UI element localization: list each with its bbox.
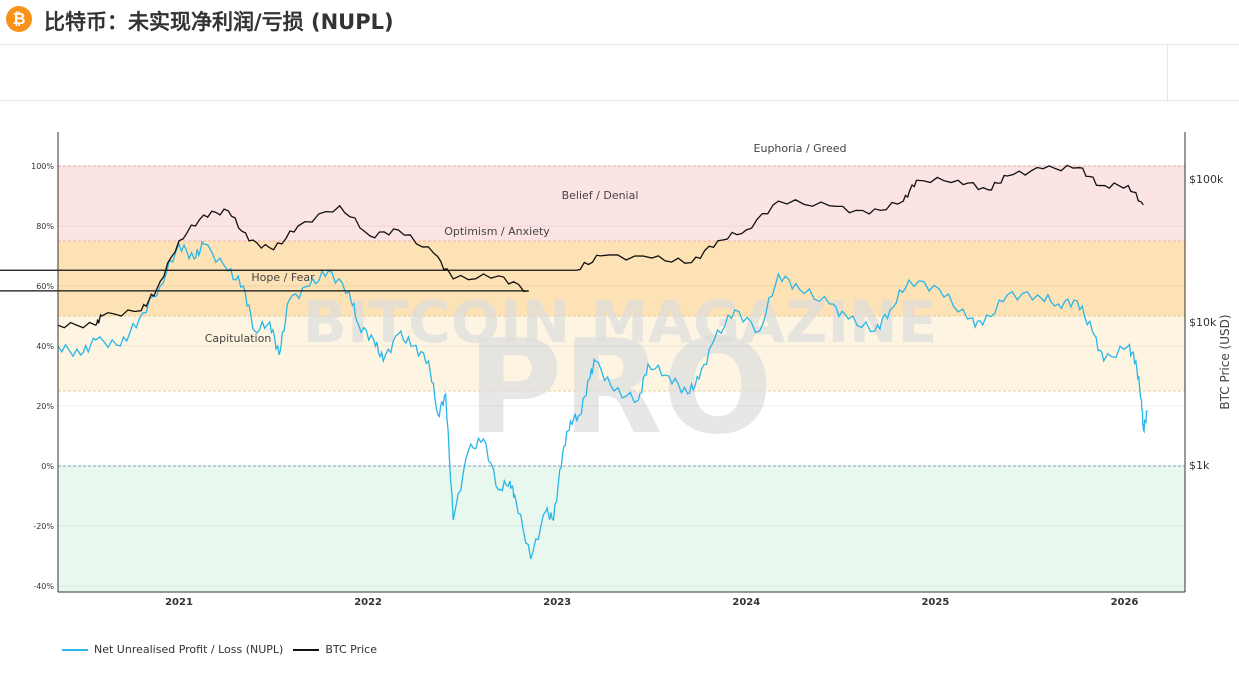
right-axis-label: BTC Price (USD) [1218, 314, 1232, 409]
toolbar-button[interactable] [1167, 45, 1239, 100]
zone-band [58, 133, 1185, 166]
left-tick-label: 40% [36, 342, 54, 351]
legend-label: Net Unrealised Profit / Loss (NUPL) [94, 643, 284, 656]
zone-label: Belief / Denial [562, 189, 639, 202]
x-tick-label: 2022 [354, 597, 382, 608]
left-tick-label: 20% [36, 402, 54, 411]
left-tick-label: -20% [33, 522, 54, 531]
legend-item-nupl[interactable]: Net Unrealised Profit / Loss (NUPL) [62, 643, 283, 656]
legend-label: BTC Price [325, 643, 377, 656]
left-tick-label: 100% [31, 162, 54, 171]
nupl-line [57, 240, 1148, 560]
left-tick-label: 60% [36, 282, 54, 291]
left-tick-label: 80% [36, 222, 54, 231]
legend: Net Unrealised Profit / Loss (NUPL) BTC … [62, 643, 377, 656]
bitcoin-icon: ₿ [6, 6, 32, 32]
watermark-line1: BITCOIN MAGAZINE [303, 288, 937, 356]
x-tick-label: 2021 [165, 597, 193, 608]
zone-band [58, 166, 1185, 241]
right-tick-label: $100k [1189, 173, 1224, 186]
x-tick-label: 2024 [732, 597, 760, 608]
left-tick-label: -40% [33, 582, 54, 591]
zone-band [58, 391, 1185, 466]
legend-item-btc-price[interactable]: BTC Price [293, 643, 377, 656]
zone-label: Euphoria / Greed [754, 142, 847, 155]
right-tick-label: $10k [1189, 316, 1217, 329]
header: ₿ 比特币：未实现净利润/亏损 (NUPL) [0, 0, 1239, 45]
right-tick-label: $1k [1189, 459, 1210, 472]
zone-band [58, 241, 1185, 316]
x-tick-label: 2025 [921, 597, 949, 608]
zone-label: Hope / Fear [251, 271, 315, 284]
zone-band [58, 466, 1185, 592]
zone-label: Optimism / Anxiety [444, 225, 550, 238]
btc-price-line [0, 164, 1144, 329]
left-tick-label: 0% [41, 462, 54, 471]
x-tick-label: 2026 [1111, 597, 1139, 608]
zone-label: Capitulation [205, 332, 272, 345]
toolbar [0, 45, 1239, 101]
x-tick-label: 2023 [543, 597, 571, 608]
watermark-line2: PRO [467, 311, 773, 463]
zone-band [58, 316, 1185, 391]
page-title: 比特币：未实现净利润/亏损 (NUPL) [44, 10, 394, 34]
